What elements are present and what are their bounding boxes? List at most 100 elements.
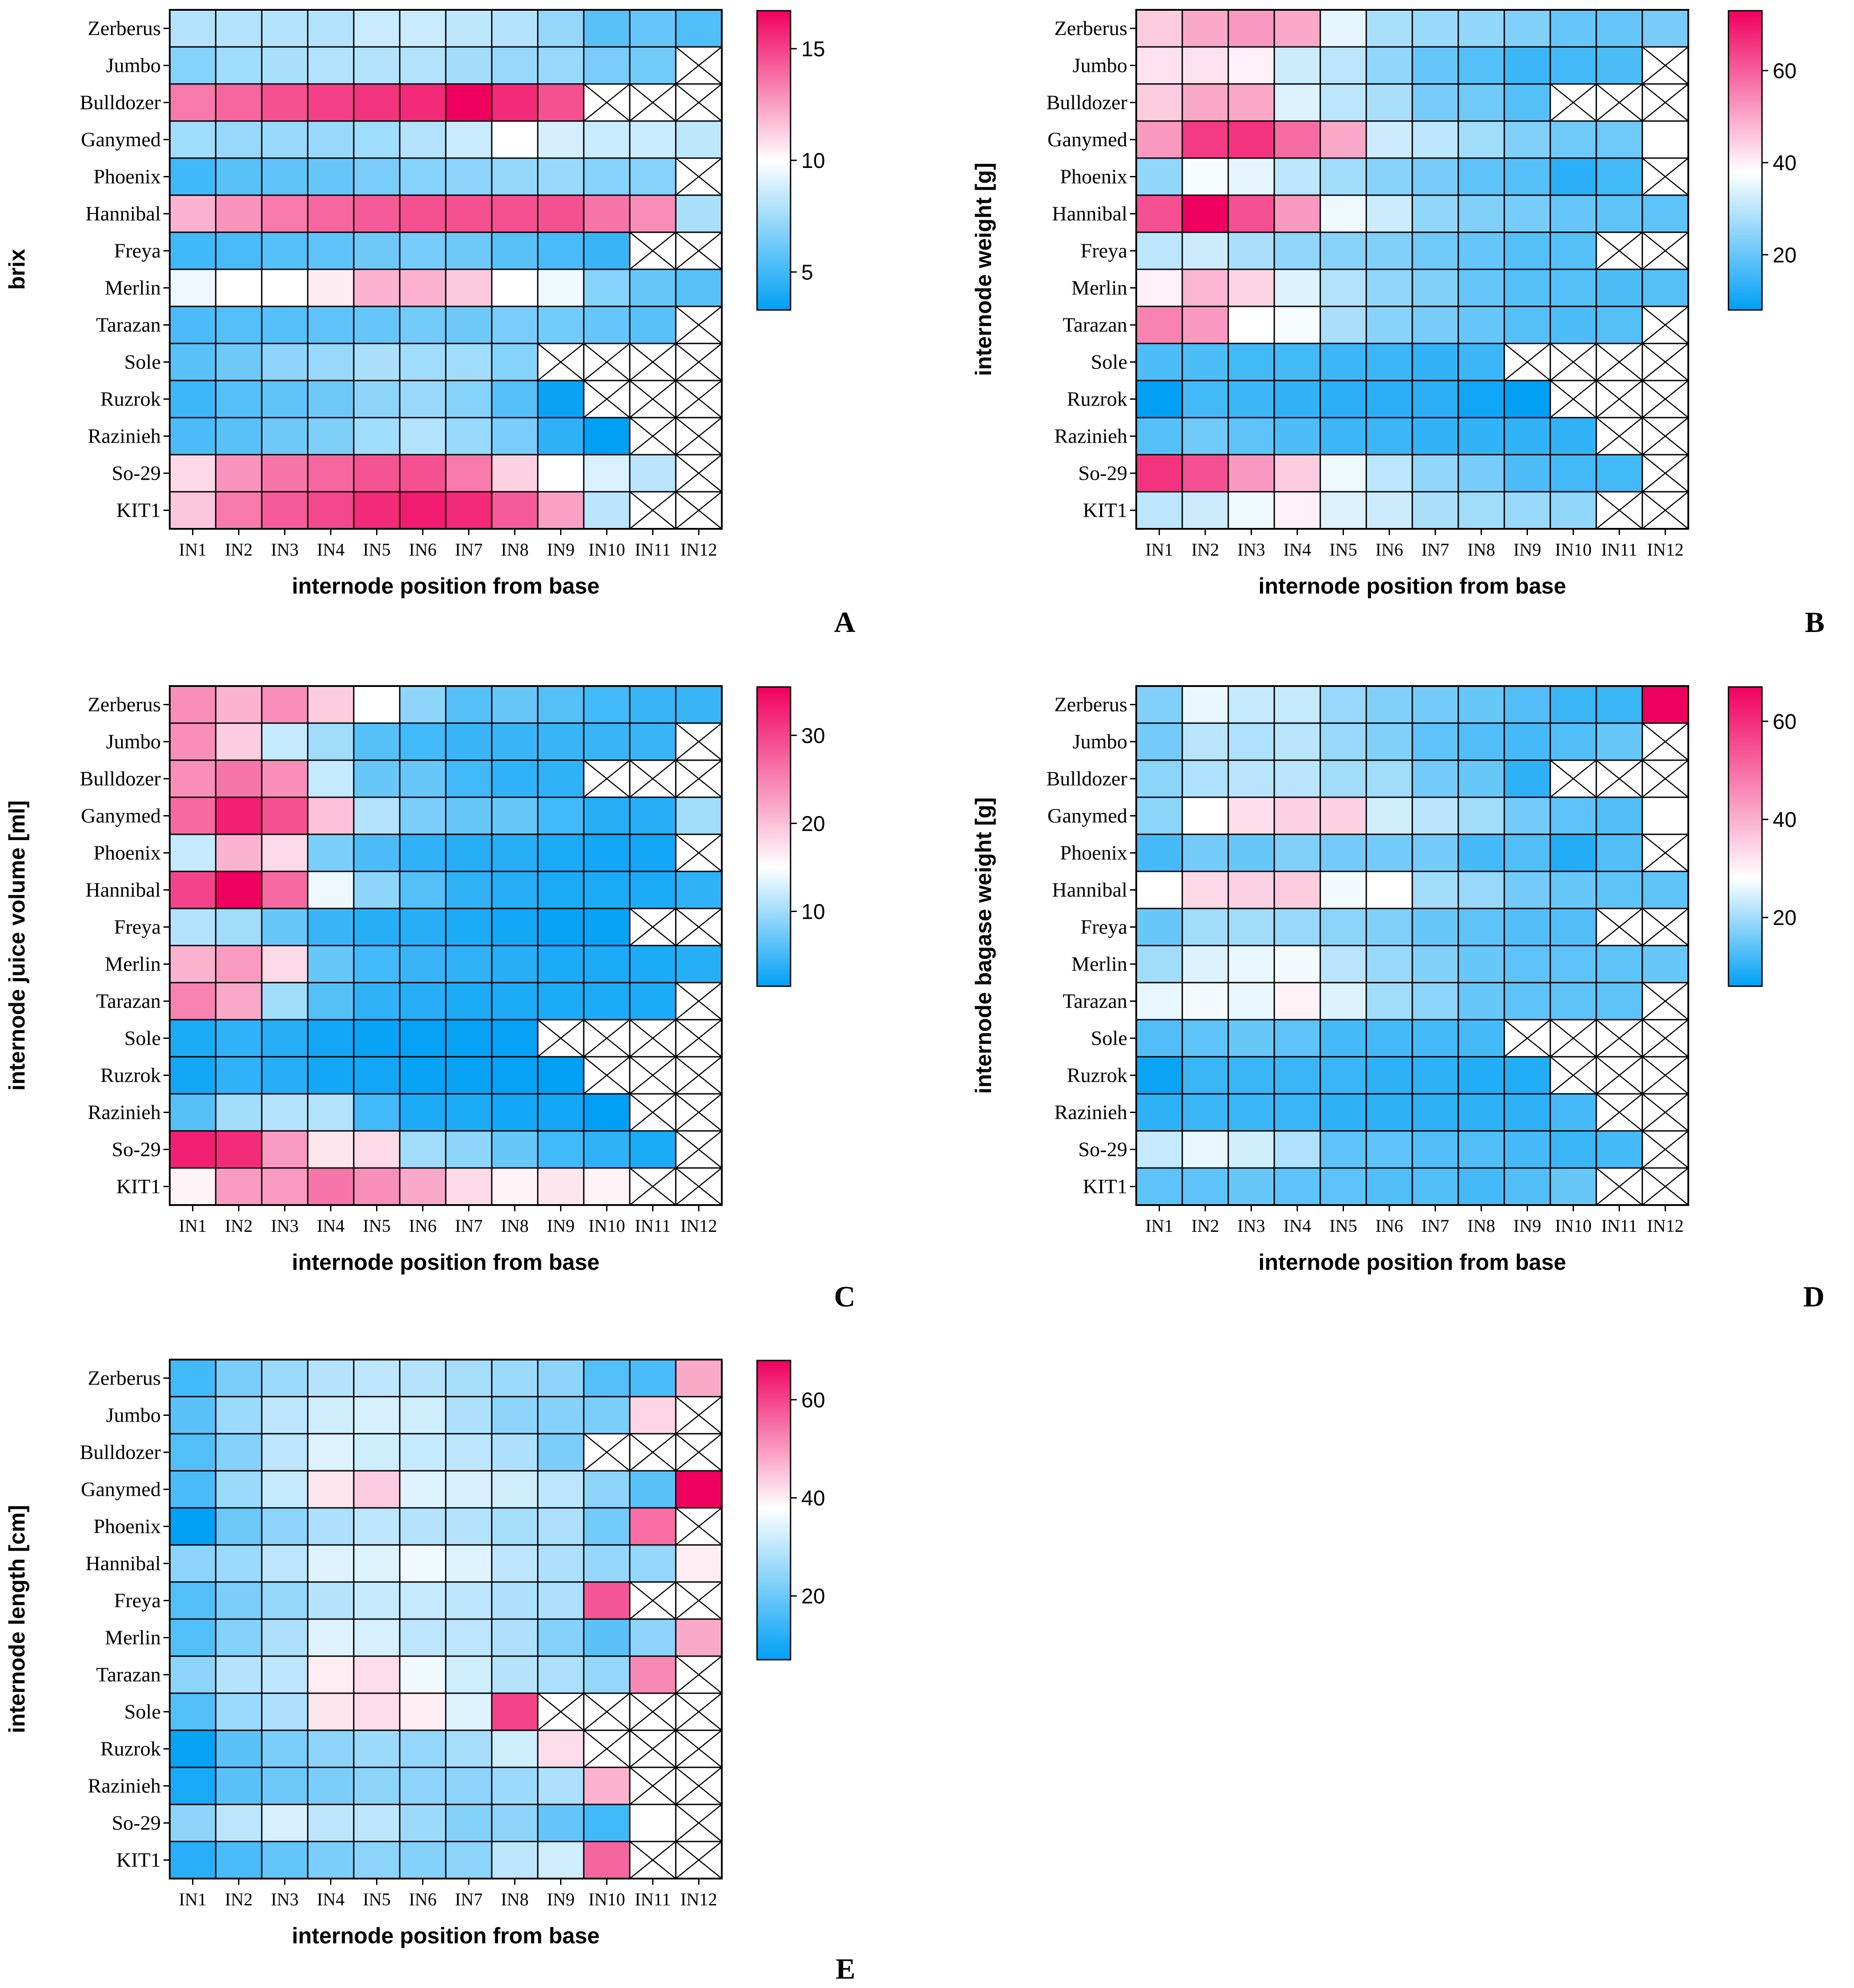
heatmap-cell [261,343,309,381]
heatmap-cell [353,83,401,122]
row-label: Zerberus [88,1367,161,1390]
heatmap-cell [629,833,677,872]
heatmap-cell [1411,157,1459,196]
column-label: IN6 [409,1889,436,1909]
column-label: IN8 [1467,540,1495,560]
heatmap-cell [1595,722,1643,761]
heatmap-cell [491,1766,539,1805]
heatmap-cell [1181,982,1229,1021]
heatmap-cell [1641,268,1689,307]
heatmap-cell [215,1692,263,1731]
heatmap-cell [1365,1093,1413,1132]
x-axis-title: internode position from base [1259,573,1566,598]
heatmap-cell [537,1804,585,1842]
heatmap-cell [1273,796,1321,835]
column-label: IN11 [1601,1216,1637,1236]
row-label: Freya [114,1589,161,1612]
heatmap-cell [307,1692,355,1731]
heatmap-cell [1135,982,1183,1021]
heatmap-cell [1135,343,1183,381]
heatmap-cell [1227,1167,1275,1206]
column-label: IN10 [588,1889,625,1909]
heatmap-cell [1181,1056,1229,1095]
heatmap-cell [215,1729,263,1768]
y-axis-title: internode juice volume [ml] [4,800,29,1091]
missing-cross-line [1596,417,1643,455]
heatmap-cell [169,908,217,946]
heatmap-cell [1641,685,1689,724]
heatmap-cell [215,982,263,1021]
row-label: Razinieh [1055,1101,1128,1124]
heatmap-cell [215,194,263,233]
missing-cross-line [675,1168,722,1205]
heatmap-cell [399,1130,447,1169]
heatmap-cell [537,1167,585,1206]
heatmap-cell [353,1655,401,1694]
heatmap-cell [1319,268,1367,307]
heatmap-cell [583,1766,631,1805]
heatmap-cell [1365,83,1413,122]
heatmap-cell [629,46,677,85]
heatmap-cell [399,454,447,493]
heatmap-cell [169,945,217,984]
column-label: IN12 [1647,540,1683,560]
column-label: IN8 [501,1889,528,1909]
row-label: Razinieh [88,1775,161,1797]
column-label: IN2 [1191,540,1219,560]
heatmap-cell [353,685,401,724]
heatmap-cell [1457,343,1505,381]
heatmap-cell [353,945,401,984]
heatmap-cell [307,417,355,456]
row-label: Tarazan [96,1663,161,1686]
heatmap-cell [1273,908,1321,946]
heatmap-cell [399,1544,447,1583]
heatmap-cell [399,1618,447,1657]
heatmap-cell [1227,157,1275,196]
heatmap-cell [1319,306,1367,344]
heatmap-cell [1641,194,1689,233]
heatmap-cell [1181,9,1229,48]
heatmap-cell [1457,46,1505,85]
column-label: IN10 [1555,1216,1591,1236]
heatmap-cell [629,1655,677,1694]
row-label: Ruzrok [100,1737,161,1760]
column-label: IN4 [317,1216,344,1236]
heatmap-cell [491,1618,539,1657]
column-label: IN8 [501,1216,528,1236]
heatmap-cell [491,491,539,530]
heatmap-cell [1503,1167,1551,1206]
missing-cross-line [629,1168,676,1205]
heatmap-cell [1319,722,1367,761]
heatmap-cell [1411,454,1459,493]
heatmap-cell [583,1359,631,1398]
column-label: IN11 [635,540,671,560]
heatmap-cell [1641,871,1689,909]
heatmap-cell [261,1056,309,1095]
heatmap-cell [169,46,217,85]
heatmap-cell [399,1093,447,1132]
heatmap-cell [353,1470,401,1509]
heatmap-cell [583,491,631,530]
heatmap-cell [1135,194,1183,233]
heatmap-cell [583,454,631,493]
column-label: IN6 [1375,1216,1403,1236]
heatmap-cell [1457,871,1505,909]
heatmap-cell [445,796,493,835]
heatmap-border [1135,685,1689,1206]
colorbar-tick-label: 10 [801,149,825,173]
heatmap-cell [1457,417,1505,456]
heatmap-cell [399,380,447,419]
heatmap-cell [445,120,493,159]
heatmap-cell [399,1019,447,1058]
missing-cross-line [675,158,722,196]
heatmap-cell [491,1544,539,1583]
heatmap-cell [491,1359,539,1398]
heatmap-cell [445,268,493,307]
heatmap-cell [353,1841,401,1879]
heatmap-cell [1273,871,1321,909]
heatmap-cell [537,1729,585,1768]
heatmap-cell [169,1396,217,1435]
column-label: IN11 [635,1889,671,1909]
heatmap-cell [1365,194,1413,233]
heatmap-cell [353,268,401,307]
